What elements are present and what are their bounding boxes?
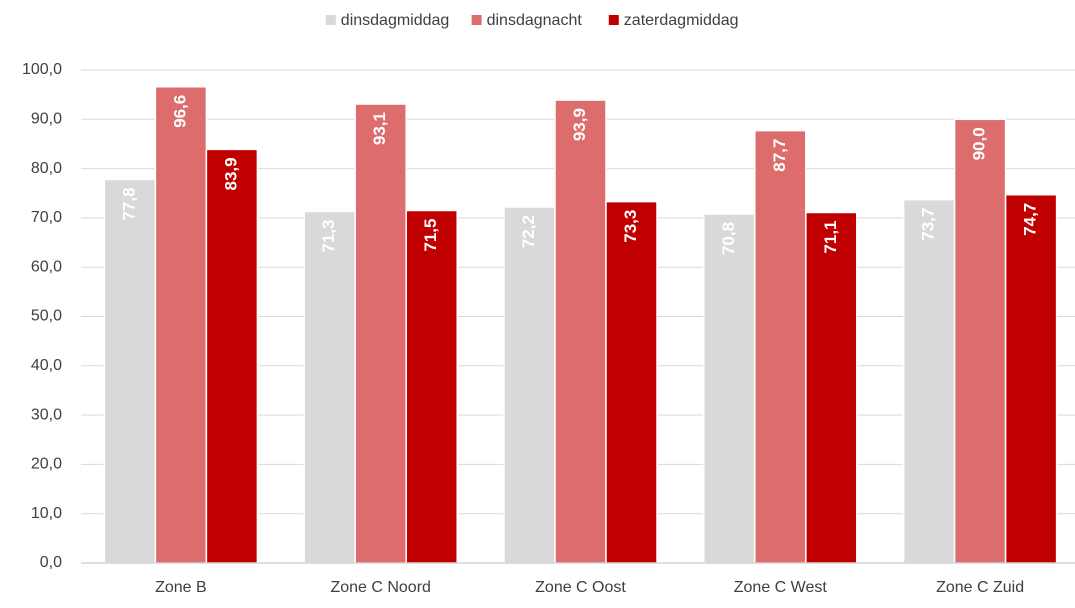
legend-swatch: [608, 15, 619, 25]
value-label: 73,3: [621, 210, 640, 243]
value-label: 83,9: [221, 157, 240, 190]
bar: [303, 210, 356, 564]
x-tick-label: Zone C Oost: [535, 579, 626, 596]
x-tick-label: Zone B: [155, 579, 207, 596]
bar: [103, 178, 157, 564]
x-tick-label: Zone C Noord: [330, 579, 431, 596]
value-label: 74,7: [1021, 203, 1040, 236]
value-label: 93,1: [370, 112, 389, 145]
y-tick-label: 80,0: [31, 160, 62, 177]
value-label: 71,3: [319, 219, 338, 252]
y-tick-label: 20,0: [31, 456, 62, 473]
y-tick-label: 40,0: [31, 357, 62, 374]
legend-swatch: [471, 15, 482, 25]
bar: [1004, 193, 1058, 564]
y-tick-label: 50,0: [31, 308, 62, 325]
y-tick-label: 10,0: [31, 505, 62, 522]
bar: [503, 206, 556, 564]
value-label: 70,8: [719, 222, 738, 255]
bar: [953, 118, 1007, 564]
y-tick-label: 60,0: [31, 258, 62, 275]
bar: [902, 198, 956, 564]
x-tick-label: Zone C West: [734, 579, 828, 596]
bar: [554, 99, 607, 564]
x-tick-label: Zone C Zuid: [936, 579, 1024, 596]
legend: dinsdagmiddag dinsdagnacht zaterdagmiddag: [325, 12, 739, 29]
legend-swatch: [325, 15, 336, 25]
legend-label: dinsdagnacht: [487, 12, 583, 29]
value-label: 96,6: [170, 95, 189, 128]
value-label: 93,9: [570, 108, 589, 141]
value-label: 72,2: [519, 215, 538, 248]
bar: [805, 211, 858, 564]
bar: [754, 129, 807, 564]
y-tick-label: 70,0: [31, 209, 62, 226]
bar: [605, 200, 658, 564]
legend-label: zaterdagmiddag: [624, 12, 739, 29]
bar: [405, 209, 458, 564]
bar: [354, 103, 407, 564]
value-label: 71,1: [821, 220, 840, 253]
y-tick-label: 0,0: [40, 554, 62, 571]
legend-label: dinsdagmiddag: [341, 12, 450, 29]
value-label: 87,7: [770, 139, 789, 172]
value-label: 71,5: [421, 219, 440, 252]
y-tick-label: 90,0: [31, 111, 62, 128]
y-tick-label: 100,0: [22, 61, 62, 78]
value-label: 90,0: [970, 127, 989, 160]
bar: [154, 86, 208, 564]
bar: [703, 213, 756, 564]
bar: [205, 148, 259, 564]
value-label: 77,8: [119, 187, 138, 220]
y-tick-label: 30,0: [31, 406, 62, 423]
value-label: 73,7: [919, 208, 938, 241]
